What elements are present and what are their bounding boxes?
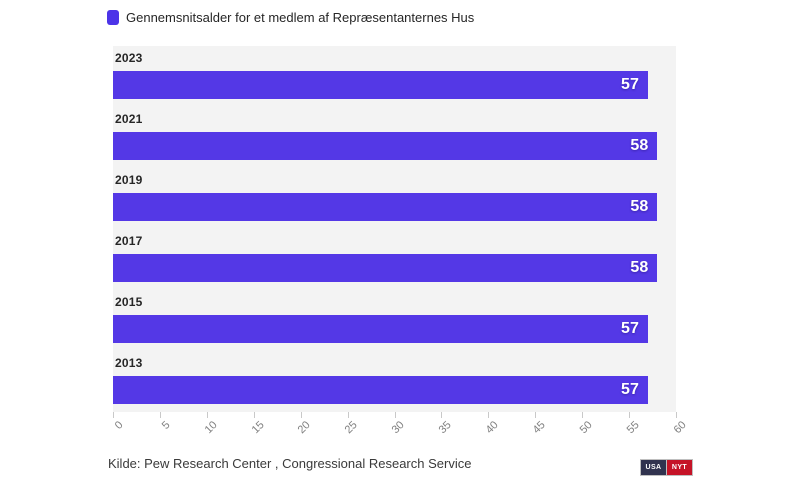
category-label: 2013 — [115, 356, 143, 370]
bar[interactable]: 58 — [113, 254, 658, 282]
x-axis-tick-mark — [347, 412, 349, 418]
legend-swatch-icon — [107, 9, 119, 25]
bar-value-label: 58 — [630, 259, 649, 276]
x-axis-tick-mark — [206, 412, 208, 418]
source-caption: Kilde: Pew Research Center , Congression… — [108, 456, 472, 471]
bar[interactable]: 57 — [113, 376, 648, 404]
x-axis-tick-label: 30 — [389, 419, 407, 437]
x-axis-tick-mark — [159, 412, 161, 418]
x-axis-tick-mark — [535, 412, 537, 418]
x-axis-tick-mark — [629, 412, 631, 418]
x-axis-tick-label: 15 — [249, 419, 267, 437]
bar[interactable]: 58 — [113, 132, 658, 160]
x-axis-tick-label: 35 — [436, 419, 454, 437]
bar-value-label: 58 — [630, 137, 649, 154]
badge-nyt: NYT — [667, 459, 693, 476]
x-axis-tick-mark — [488, 412, 490, 418]
x-axis-tick-label: 40 — [483, 419, 501, 437]
category-label: 2017 — [115, 234, 143, 248]
badge-usa: USA — [640, 459, 667, 476]
bar-value-label: 57 — [621, 381, 639, 398]
bar-value-label: 57 — [621, 320, 639, 337]
chart-legend-item[interactable]: Gennemsnitsalder for et medlem af Repræs… — [107, 8, 474, 26]
x-axis-tick-label: 55 — [624, 419, 642, 437]
bar[interactable]: 57 — [113, 71, 648, 99]
x-axis-tick-mark — [441, 412, 443, 418]
footer-badges: USA NYT — [640, 459, 693, 476]
x-axis-tick-mark — [676, 412, 677, 418]
x-axis-tick-label: 25 — [342, 419, 361, 437]
x-axis-tick-label: 45 — [530, 419, 548, 437]
bar-chart-plot-area: 2023 57 2021 58 2019 58 2017 58 2015 57 2013 57 — [113, 46, 676, 412]
x-axis-tick-label: 0 — [112, 419, 126, 432]
bar-value-label: 58 — [630, 198, 649, 215]
x-axis-tick-label: 5 — [159, 419, 173, 432]
bar[interactable]: 58 — [113, 193, 658, 221]
category-label: 2021 — [115, 112, 143, 126]
x-axis-tick-mark — [113, 412, 114, 418]
x-axis-tick-label: 50 — [577, 419, 595, 437]
bar-row: 2013 57 — [113, 351, 676, 412]
bar-value-label: 57 — [621, 76, 639, 93]
x-axis-tick-mark — [253, 412, 255, 418]
bar-row: 2021 58 — [113, 107, 676, 168]
x-axis-tick-label: 10 — [202, 419, 220, 437]
bar-row: 2015 57 — [113, 290, 676, 351]
bar-row: 2019 58 — [113, 168, 676, 229]
x-axis-tick-label: 60 — [671, 419, 689, 437]
category-label: 2015 — [115, 295, 143, 309]
category-label: 2019 — [115, 173, 143, 187]
x-axis-tick-mark — [300, 412, 302, 418]
x-axis-tick-label: 20 — [295, 419, 314, 437]
bar-row: 2017 58 — [113, 229, 676, 290]
x-axis-tick-mark — [394, 412, 396, 418]
bar[interactable]: 57 — [113, 315, 648, 343]
legend-label: Gennemsnitsalder for et medlem af Repræs… — [126, 9, 475, 25]
x-axis-tick-mark — [582, 412, 584, 418]
bar-row: 2023 57 — [113, 46, 676, 107]
category-label: 2023 — [115, 51, 143, 65]
